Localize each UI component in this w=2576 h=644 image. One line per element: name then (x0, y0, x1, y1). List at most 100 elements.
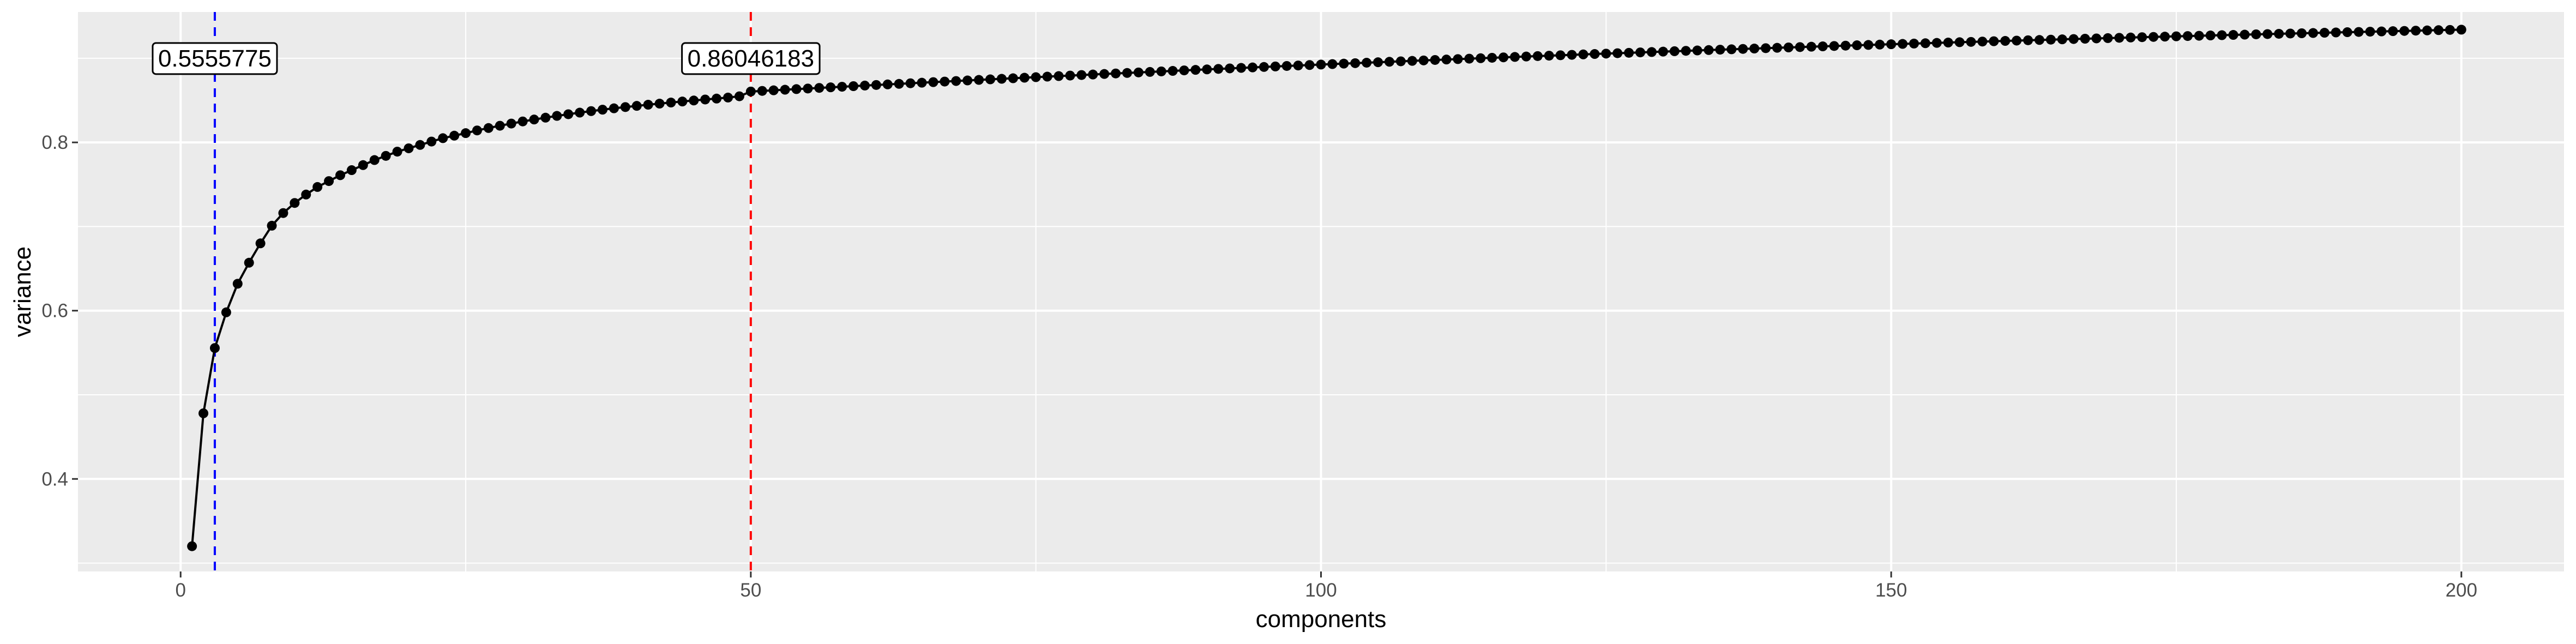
series-point (312, 182, 323, 192)
series-point (472, 125, 482, 136)
series-point (1487, 52, 1497, 63)
series-point (2376, 26, 2387, 37)
series-point (803, 83, 813, 94)
series-point (1726, 44, 1737, 55)
series-point (198, 408, 209, 418)
series-point (1783, 43, 1793, 53)
series-point (1817, 41, 1828, 52)
series-point (962, 75, 973, 86)
series-point (1909, 38, 1919, 49)
x-axis-title: components (1256, 606, 1387, 633)
series-point (1920, 38, 1930, 49)
series-point (723, 92, 733, 103)
series-point (1510, 52, 1520, 62)
series-point (563, 109, 574, 119)
series-point (1190, 65, 1201, 75)
x-tick-label: 200 (2446, 580, 2477, 601)
series-point (597, 105, 607, 115)
series-point (187, 541, 197, 551)
annotation-label: 0.86046183 (681, 42, 821, 75)
series-point (2331, 27, 2341, 38)
series-point (1122, 68, 1132, 78)
series-point (1612, 48, 1623, 58)
series-point (2422, 25, 2433, 35)
series-point (2148, 32, 2159, 42)
series-point (1498, 52, 1509, 63)
series-group (187, 25, 2466, 551)
series-point (1019, 73, 1030, 83)
series-point (1931, 38, 1942, 48)
series-point (826, 82, 836, 93)
series-point (1304, 60, 1315, 70)
series-point (244, 257, 254, 268)
series-point (1167, 66, 1178, 76)
series-point (1590, 49, 1600, 59)
series-point (1863, 40, 1874, 50)
series-point (905, 78, 916, 88)
series-point (2126, 32, 2136, 43)
x-tick-label: 0 (175, 580, 185, 601)
series-point (1008, 73, 1018, 83)
series-point (404, 143, 414, 153)
series-point (1384, 57, 1394, 67)
series-point (1875, 39, 1885, 50)
series-point (2023, 35, 2033, 45)
series-point (1646, 47, 1657, 57)
reference-lines (213, 12, 752, 571)
series-point (791, 84, 802, 94)
series-point (267, 220, 277, 231)
series-point (255, 238, 266, 249)
series-point (1076, 70, 1087, 80)
series-point (2365, 27, 2375, 37)
series-point (2308, 28, 2318, 38)
series-point (1840, 40, 1851, 51)
series-point (1943, 38, 1953, 48)
series-point (2091, 33, 2102, 44)
series-point (392, 147, 402, 157)
series-point (894, 79, 904, 89)
series-point (745, 86, 756, 97)
series-point (1441, 55, 1452, 65)
series-point (1464, 53, 1474, 64)
series-point (1669, 46, 1680, 56)
series-point (2411, 26, 2421, 36)
series-point (1031, 72, 1041, 82)
series-point (2456, 25, 2466, 35)
series-point (575, 107, 585, 118)
y-axis: 0.4 0.6 0.8 (41, 132, 78, 490)
series-point (426, 136, 437, 147)
series-point (1362, 57, 1372, 68)
series-point (712, 93, 722, 104)
series-point (928, 77, 938, 87)
annotation-box (152, 42, 278, 75)
series-point (506, 118, 516, 129)
series-point (1202, 64, 1212, 75)
series-point (643, 100, 653, 110)
series-point (1293, 61, 1303, 71)
series-point (2445, 25, 2455, 35)
series-point (757, 86, 767, 96)
series-point (438, 133, 448, 143)
series-point (1829, 41, 1839, 51)
series-point (1259, 62, 1269, 72)
x-tick-label: 50 (740, 580, 761, 601)
series-point (1179, 65, 1189, 76)
series-point (1133, 67, 1143, 77)
series-point (1453, 54, 1463, 64)
series-point (1567, 50, 1577, 60)
series-point (1156, 66, 1166, 76)
series-point (2057, 34, 2067, 45)
series-point (654, 99, 665, 109)
series-point (734, 91, 744, 101)
series-point (461, 128, 471, 139)
series-point (2103, 33, 2113, 43)
series-point (2217, 30, 2227, 40)
series-point (1350, 58, 1361, 68)
series-point (700, 94, 711, 105)
series-point (2354, 27, 2364, 37)
series-point (1407, 56, 1417, 66)
series-point (2433, 25, 2443, 35)
annotation-box (681, 42, 821, 75)
series-point (232, 279, 243, 289)
series-point (2000, 36, 2011, 46)
